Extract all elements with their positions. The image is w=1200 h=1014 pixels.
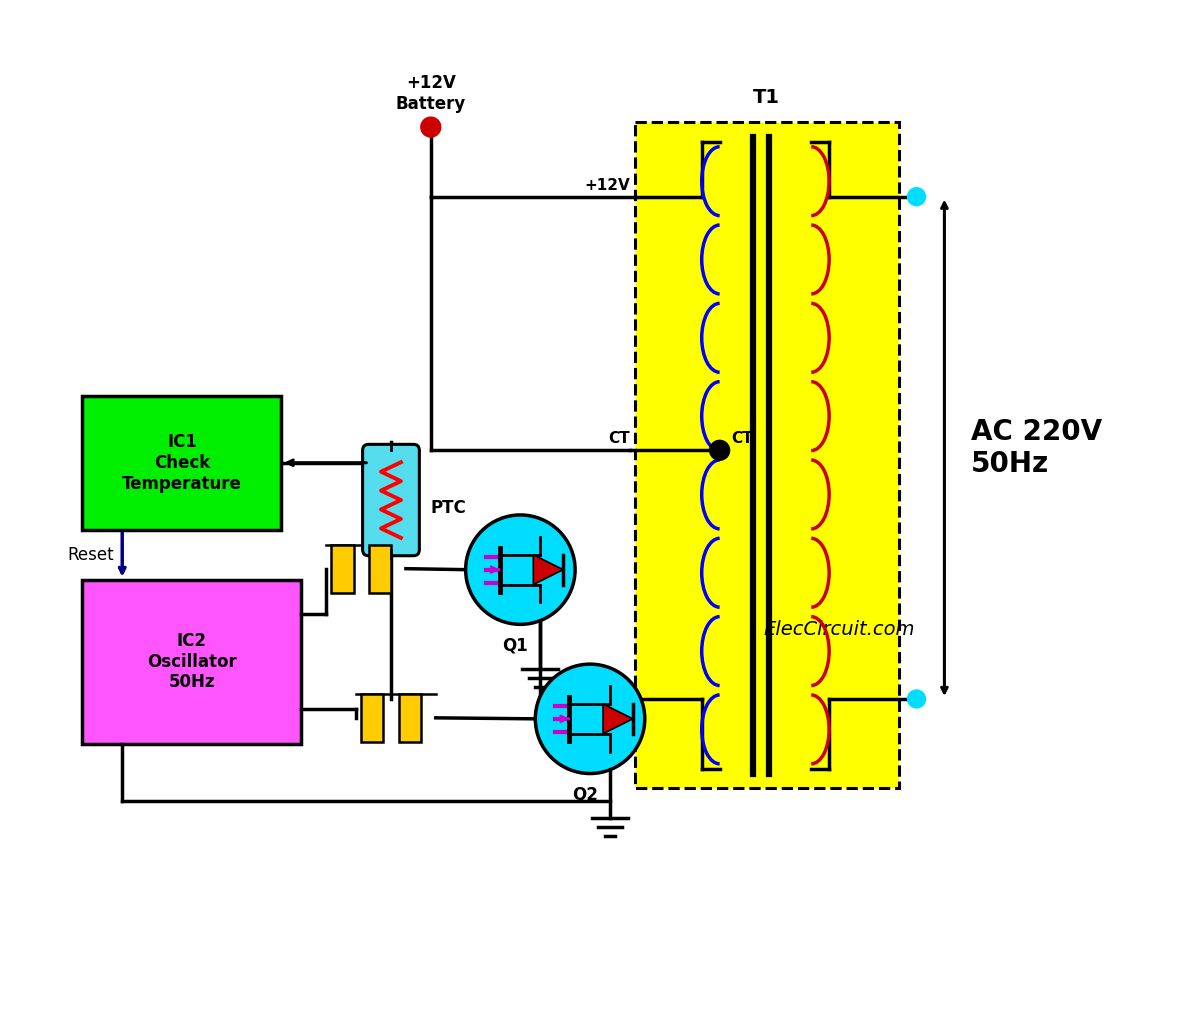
Text: +12V
Battery: +12V Battery [396, 74, 466, 114]
Text: CT: CT [608, 431, 630, 446]
Text: Q1: Q1 [503, 637, 528, 654]
Text: ElecCircuit.com: ElecCircuit.com [763, 620, 914, 639]
Polygon shape [533, 555, 563, 585]
Text: Reset: Reset [67, 546, 114, 564]
Bar [361, 694, 384, 741]
Text: PTC: PTC [431, 499, 467, 517]
Bar [400, 694, 421, 741]
Circle shape [907, 188, 925, 206]
Polygon shape [602, 704, 632, 734]
Text: +12V: +12V [584, 177, 630, 193]
Circle shape [466, 515, 575, 625]
Text: IC2
Oscillator
50Hz: IC2 Oscillator 50Hz [148, 632, 236, 692]
Circle shape [709, 440, 730, 460]
Circle shape [907, 690, 925, 708]
Text: CT: CT [732, 431, 754, 446]
Text: AC 220V
50Hz: AC 220V 50Hz [971, 418, 1103, 478]
Bar [370, 545, 391, 592]
FancyBboxPatch shape [83, 580, 301, 743]
Circle shape [535, 664, 644, 774]
FancyBboxPatch shape [362, 444, 419, 556]
Bar [331, 545, 354, 592]
FancyBboxPatch shape [635, 122, 899, 789]
Text: T1: T1 [754, 88, 780, 107]
FancyBboxPatch shape [83, 395, 282, 530]
Text: IC1
Check
Temperature: IC1 Check Temperature [122, 433, 242, 493]
Text: Q2: Q2 [572, 786, 598, 803]
Circle shape [421, 118, 440, 137]
Text: +12V: +12V [584, 680, 630, 695]
